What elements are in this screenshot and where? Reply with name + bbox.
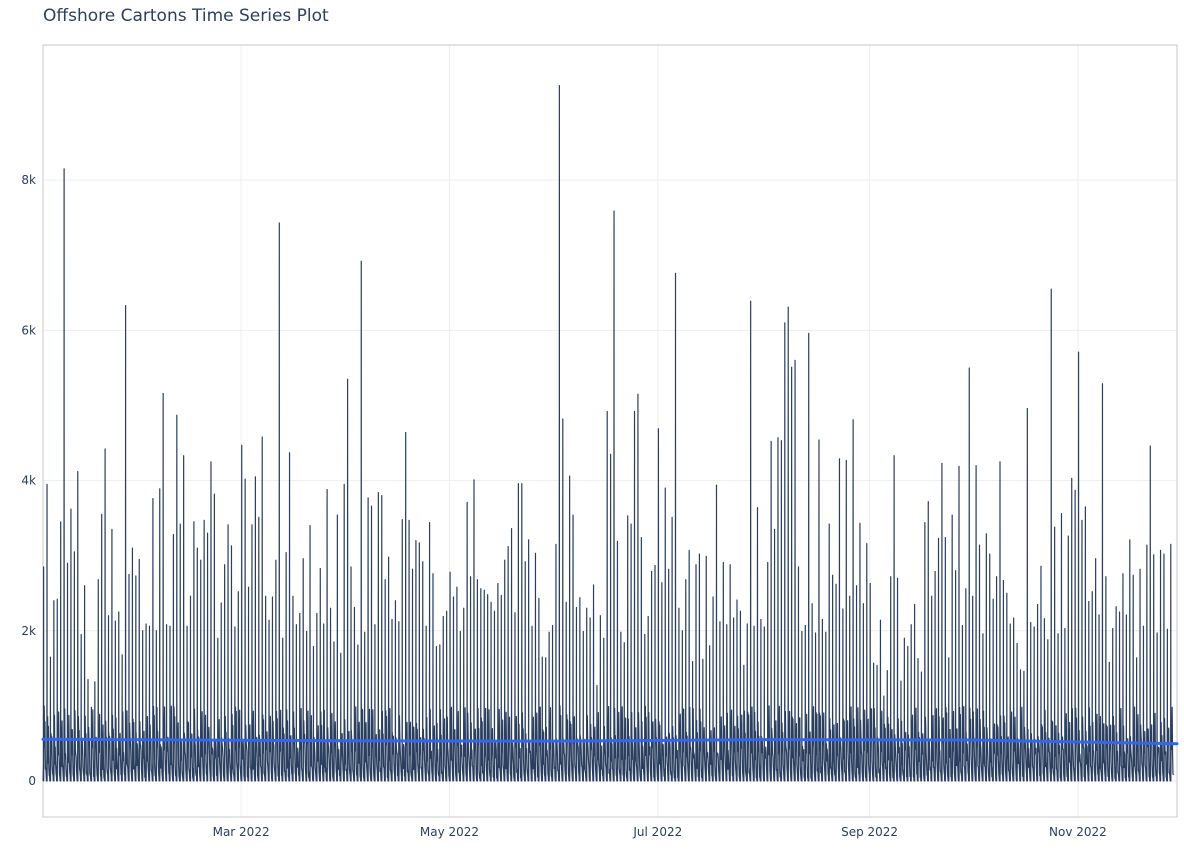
series-main-line: [42, 84, 1174, 782]
y-tick-label: 0: [28, 774, 36, 788]
series-main: [42, 84, 1174, 782]
plot-frame: [42, 44, 1178, 818]
x-tick-label: Sep 2022: [841, 825, 898, 839]
x-tick-label: May 2022: [420, 825, 479, 839]
y-tick-label: 4k: [21, 474, 36, 488]
x-tick-label: Jul 2022: [632, 825, 682, 839]
tick-labels: 0 2k 4k 6k 8k Mar 2022 May 2022 Jul 2022 Sep 202…: [21, 173, 1106, 839]
y-tick-label: 6k: [21, 323, 36, 337]
series-trend: [41, 737, 1179, 746]
x-tick-label: Nov 2022: [1049, 825, 1107, 839]
series-trend-line: [41, 737, 1179, 746]
y-tick-label: 8k: [21, 173, 36, 187]
chart-title: Offshore Cartons Time Series Plot: [43, 6, 329, 26]
x-tick-label: Mar 2022: [213, 825, 270, 839]
y-tick-label: 2k: [21, 624, 36, 638]
